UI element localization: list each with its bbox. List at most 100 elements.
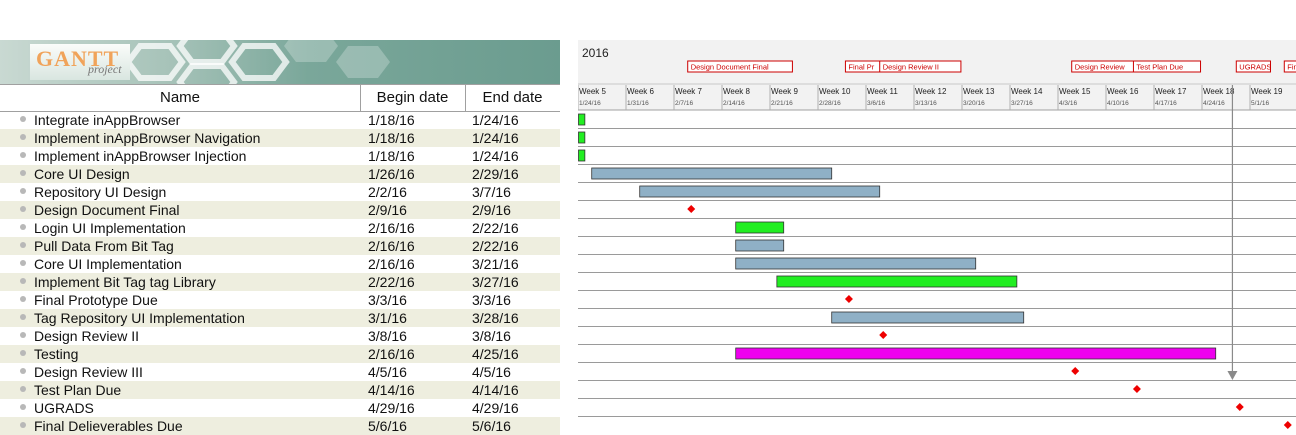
milestone-flag[interactable] (1235, 60, 1271, 73)
column-header-end-date[interactable]: End date (482, 89, 543, 106)
task-begin-date: 1/18/16 (368, 130, 415, 146)
task-bar[interactable] (735, 257, 977, 270)
column-header-begin-date[interactable]: Begin date (376, 89, 449, 106)
task-end-date: 3/27/16 (472, 274, 519, 290)
bullet-icon (20, 314, 26, 320)
week-date-label: 1/31/16 (627, 100, 649, 107)
gantt-chart[interactable]: 2016 Week 5 1/24/16 Week 6 1/31/16 Week 7 2/7/… (578, 40, 1296, 432)
milestone-flag-label: Design Document Final (691, 63, 769, 72)
task-end-date: 4/14/16 (472, 382, 519, 398)
week-label: Week 8 (723, 87, 751, 96)
task-end-date: 3/7/16 (472, 184, 511, 200)
week-date-label: 3/6/16 (867, 100, 885, 107)
week-date-label: 3/27/16 (1011, 100, 1033, 107)
task-name: Design Document Final (34, 202, 180, 218)
task-begin-date: 4/5/16 (368, 364, 407, 380)
task-bar[interactable] (776, 275, 1018, 288)
bullet-icon (20, 224, 26, 230)
task-bar[interactable] (578, 113, 586, 126)
task-name: Implement inAppBrowser Navigation (34, 130, 261, 146)
table-row[interactable]: Testing 2/16/16 4/25/16 (0, 345, 560, 363)
task-begin-date: 3/1/16 (368, 310, 407, 326)
table-row[interactable]: Design Document Final 2/9/16 2/9/16 (0, 201, 560, 219)
task-bar[interactable] (578, 131, 586, 144)
week-date-label: 4/3/16 (1059, 100, 1077, 107)
task-end-date: 2/22/16 (472, 220, 519, 236)
milestone-diamond[interactable] (687, 205, 696, 213)
task-name: Login UI Implementation (34, 220, 186, 236)
week-date-label: 4/24/16 (1203, 100, 1225, 107)
task-bar[interactable] (735, 347, 1217, 360)
table-row[interactable]: Integrate inAppBrowser 1/18/16 1/24/16 (0, 111, 560, 129)
week-date-label: 5/1/16 (1251, 100, 1269, 107)
task-end-date: 3/28/16 (472, 310, 519, 326)
task-name: Final Delieverables Due (34, 418, 183, 434)
milestone-diamond[interactable] (1283, 421, 1292, 429)
logo-band: GANTT project (0, 40, 560, 84)
table-row[interactable]: Login UI Implementation 2/16/16 2/22/16 (0, 219, 560, 237)
task-begin-date: 4/29/16 (368, 400, 415, 416)
task-begin-date: 2/2/16 (368, 184, 407, 200)
bullet-icon (20, 170, 26, 176)
column-header-name[interactable]: Name (159, 89, 200, 106)
bullet-icon (20, 278, 26, 284)
task-end-date: 3/21/16 (472, 256, 519, 272)
task-begin-date: 2/22/16 (368, 274, 415, 290)
milestone-diamond[interactable] (1235, 403, 1244, 411)
week-date-label: 4/17/16 (1155, 100, 1177, 107)
week-label: Week 15 (1059, 87, 1091, 96)
milestone-flag[interactable] (1283, 60, 1296, 73)
table-row[interactable]: Tag Repository UI Implementation 3/1/16 3/… (0, 309, 560, 327)
task-bar[interactable] (639, 185, 881, 198)
logo-gantt-text: GANTT (36, 46, 120, 71)
table-row[interactable]: Core UI Implementation 2/16/16 3/21/16 (0, 255, 560, 273)
task-end-date: 3/3/16 (472, 292, 511, 308)
milestone-flag[interactable] (1132, 60, 1202, 73)
task-begin-date: 2/16/16 (368, 220, 415, 236)
table-row[interactable]: Pull Data From Bit Tag 2/16/16 2/22/16 (0, 237, 560, 255)
table-row[interactable]: Final Delieverables Due 5/6/16 5/6/16 (0, 417, 560, 435)
column-divider[interactable] (360, 84, 361, 111)
task-begin-date: 3/8/16 (368, 328, 407, 344)
milestone-flag[interactable] (687, 60, 793, 73)
task-name: Core UI Design (34, 166, 130, 182)
task-begin-date: 5/6/16 (368, 418, 407, 434)
week-label: Week 18 (1203, 87, 1235, 96)
week-date-label: 2/28/16 (819, 100, 841, 107)
task-name: Pull Data From Bit Tag (34, 238, 174, 254)
task-bar[interactable] (591, 167, 833, 180)
table-row[interactable]: UGRADS 4/29/16 4/29/16 (0, 399, 560, 417)
milestone-flag-label: Final Pr (848, 63, 874, 72)
table-row[interactable]: Implement inAppBrowser Navigation 1/18/16… (0, 129, 560, 147)
task-bar[interactable] (735, 239, 785, 252)
milestone-diamond[interactable] (879, 331, 888, 339)
task-end-date: 1/24/16 (472, 130, 519, 146)
task-end-date: 5/6/16 (472, 418, 511, 434)
table-row[interactable]: Repository UI Design 2/2/16 3/7/16 (0, 183, 560, 201)
week-date-label: 4/10/16 (1107, 100, 1129, 107)
table-row[interactable]: Core UI Design 1/26/16 2/29/16 (0, 165, 560, 183)
task-begin-date: 1/26/16 (368, 166, 415, 182)
table-row[interactable]: Test Plan Due 4/14/16 4/14/16 (0, 381, 560, 399)
task-name: Design Review III (34, 364, 143, 380)
milestone-diamond[interactable] (1071, 367, 1080, 375)
task-bar[interactable] (831, 311, 1025, 324)
bullet-icon (20, 422, 26, 428)
task-bar[interactable] (735, 221, 785, 234)
task-begin-date: 3/3/16 (368, 292, 407, 308)
table-row[interactable]: Final Prototype Due 3/3/16 3/3/16 (0, 291, 560, 309)
column-divider[interactable] (465, 84, 466, 111)
task-bar[interactable] (578, 149, 586, 162)
task-name: Test Plan Due (34, 382, 122, 398)
table-row[interactable]: Design Review III 4/5/16 4/5/16 (0, 363, 560, 381)
table-row[interactable]: Implement Bit Tag tag Library 2/22/16 3/27… (0, 273, 560, 291)
week-label: Week 19 (1251, 87, 1283, 96)
task-table: Integrate inAppBrowser 1/18/16 1/24/16 Imp… (0, 111, 560, 435)
bullet-icon (20, 350, 26, 356)
milestone-diamond[interactable] (844, 295, 853, 303)
table-row[interactable]: Design Review II 3/8/16 3/8/16 (0, 327, 560, 345)
milestone-diamond[interactable] (1132, 385, 1141, 393)
table-row[interactable]: Implement inAppBrowser Injection 1/18/16 1… (0, 147, 560, 165)
table-header: Name Begin date End date (0, 84, 560, 112)
milestone-flag[interactable] (879, 60, 962, 73)
